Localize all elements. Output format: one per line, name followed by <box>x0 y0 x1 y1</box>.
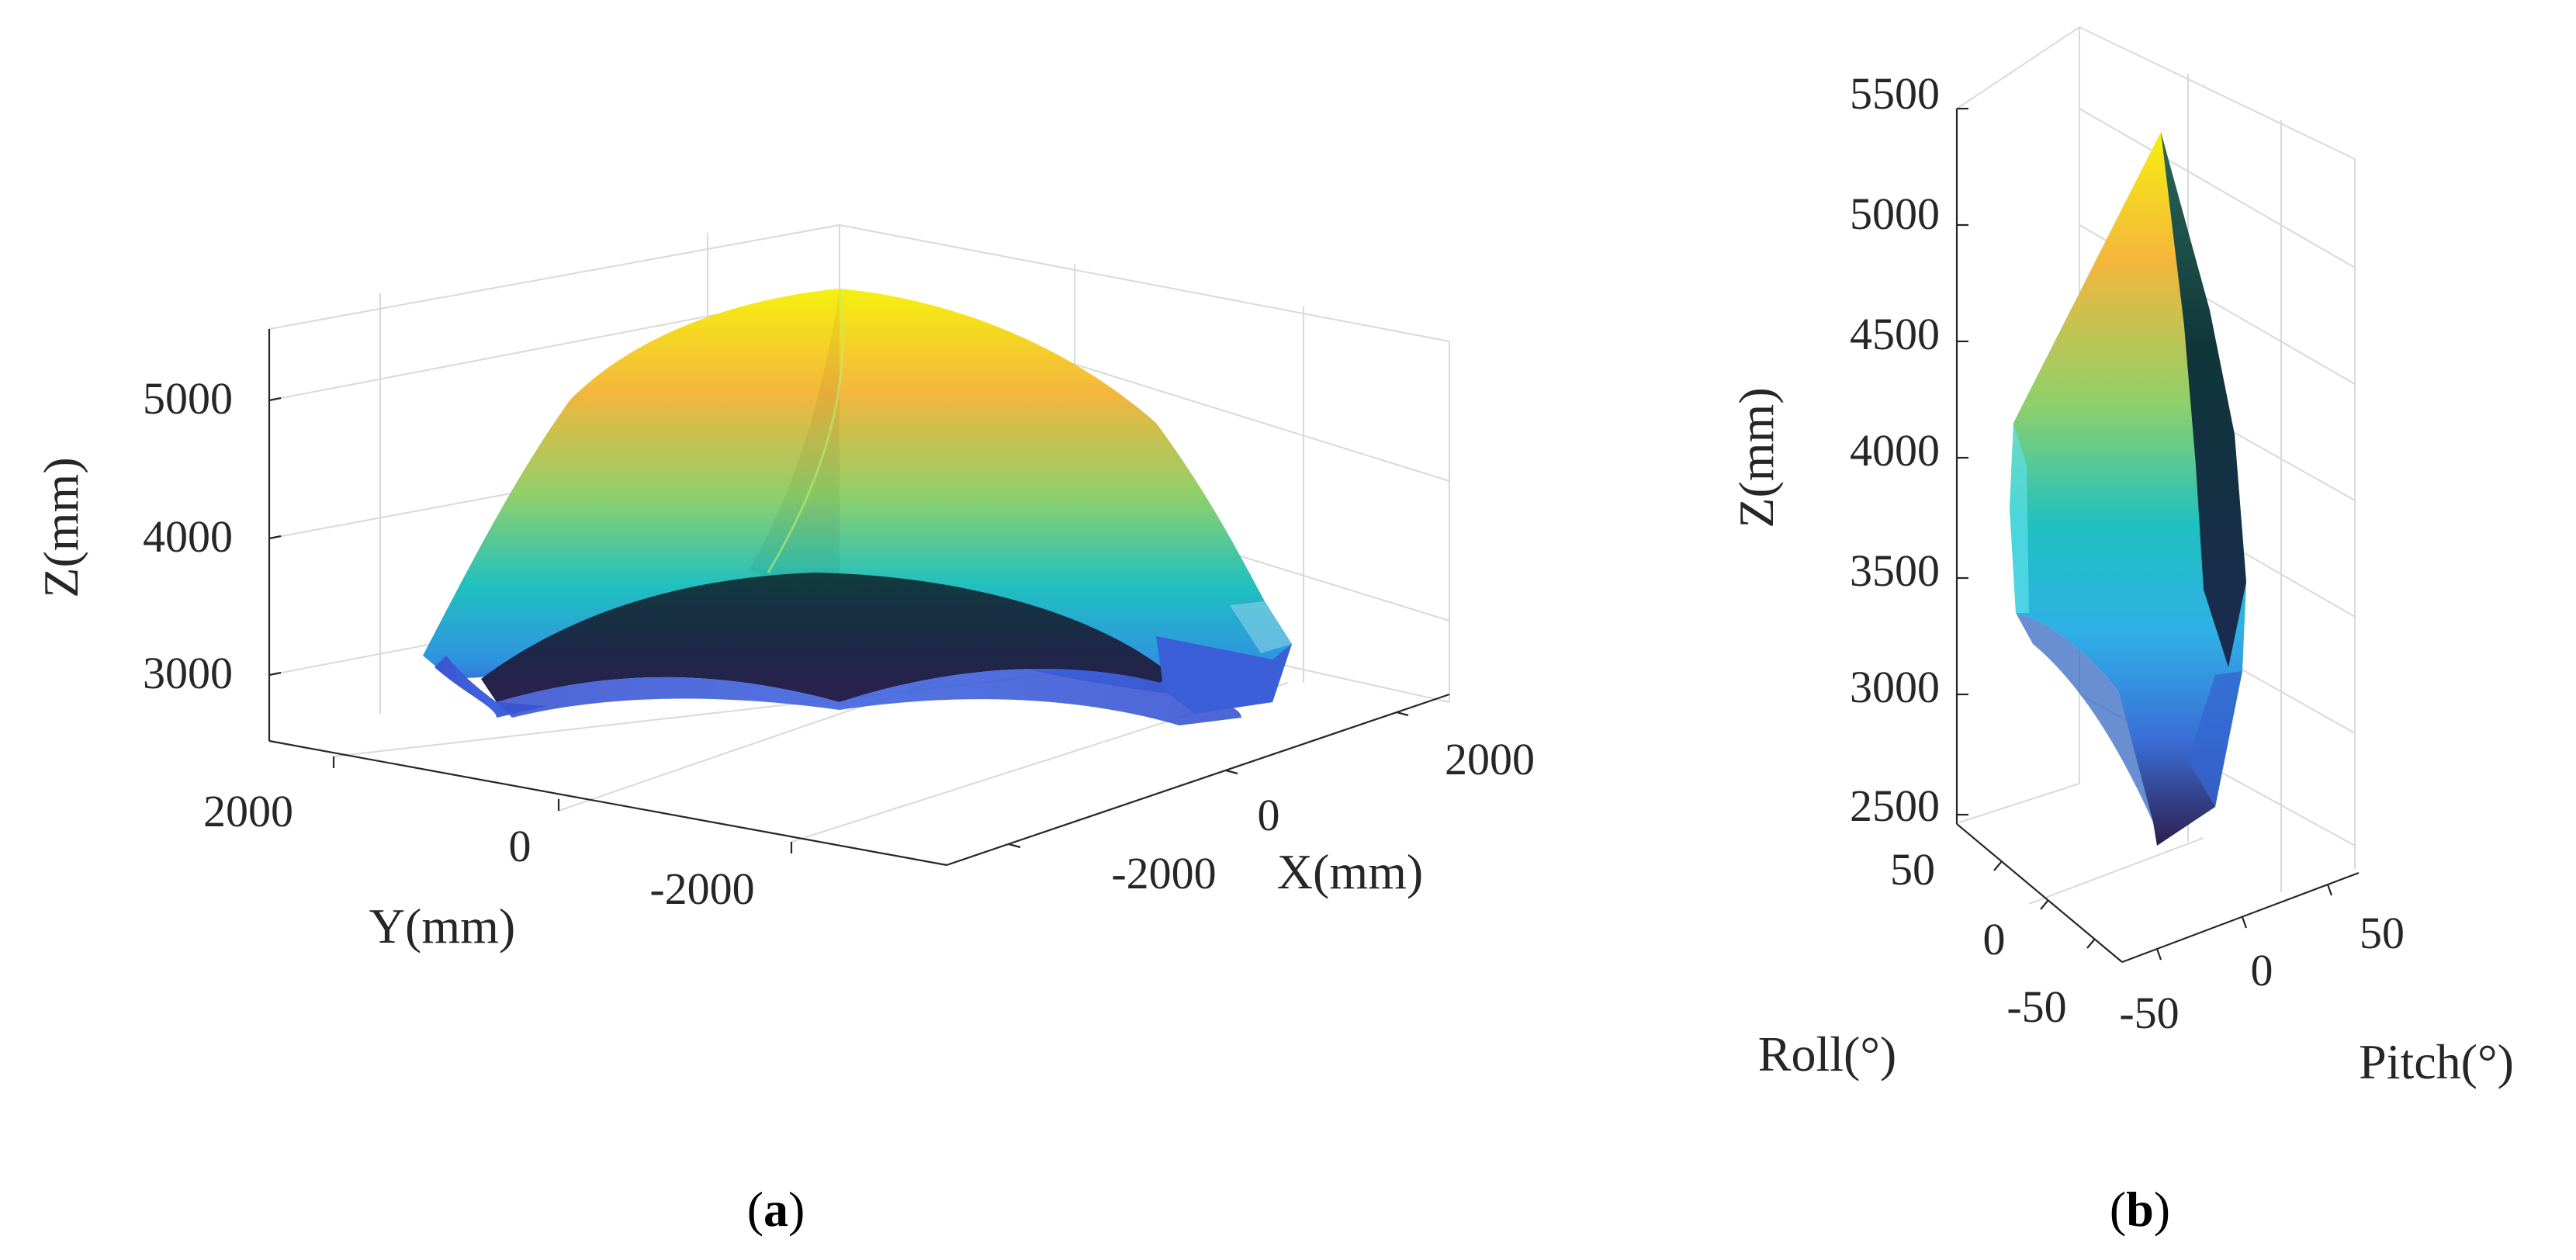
panel-a-x-tick-label: -2000 <box>1111 848 1216 898</box>
panel-a-x-axis-label: X(mm) <box>1277 844 1423 899</box>
panel-b-z-tick-label: 4000 <box>1850 425 1940 476</box>
panel-a-caption: (a) <box>747 1182 805 1237</box>
panel-a-y-tick-label: 2000 <box>203 786 293 836</box>
panel-b-z-tick-label: 3000 <box>1850 662 1940 712</box>
panel-a-y-tick-label: -2000 <box>649 864 754 914</box>
panel-b-caption: (b) <box>2110 1182 2170 1237</box>
panel-a-z-tick-label: 5000 <box>143 373 233 424</box>
panel-b: 5500 5000 4500 4000 3500 3000 2500 Z(mm)… <box>1729 26 2514 1237</box>
panel-a: 5000 4000 3000 Z(mm) 2000 0 -2000 Y(mm) … <box>33 224 1535 1237</box>
panel-a-x-tick-label: 0 <box>1258 790 1280 840</box>
panel-b-roll-axis-label: Roll(°) <box>1758 1026 1896 1082</box>
panel-b-pitch-tick-label: -50 <box>2119 988 2179 1038</box>
panel-a-z-tick-label: 3000 <box>143 648 233 698</box>
panel-b-axes <box>1955 107 2360 964</box>
panel-b-z-tick-label: 3500 <box>1850 545 1940 596</box>
panel-a-z-tick-label: 4000 <box>143 511 233 562</box>
panel-a-surface <box>423 288 1292 725</box>
panel-b-z-tick-label: 4500 <box>1850 309 1940 359</box>
panel-b-roll-tick-label: 0 <box>1983 914 2006 964</box>
panel-b-z-tick-label: 2500 <box>1850 781 1940 831</box>
panel-b-roll-tick-label: 50 <box>1890 844 1935 895</box>
panel-b-pitch-tick-label: 50 <box>2360 908 2405 958</box>
panel-b-z-tick-label: 5000 <box>1850 189 1940 239</box>
panel-b-pitch-tick-label: 0 <box>2251 945 2273 995</box>
panel-b-z-axis-label: Z(mm) <box>1729 387 1784 528</box>
panel-b-surface <box>2010 132 2246 846</box>
panel-a-z-axis-label: Z(mm) <box>33 457 88 597</box>
panel-a-x-tick-label: 2000 <box>1445 734 1535 784</box>
panel-a-y-axis-label: Y(mm) <box>369 898 515 954</box>
panel-b-roll-tick-label: -50 <box>2006 981 2066 1032</box>
panel-a-y-tick-label: 0 <box>509 821 531 871</box>
panel-b-pitch-axis-label: Pitch(°) <box>2359 1034 2514 1089</box>
panel-b-z-tick-label: 5500 <box>1850 68 1940 119</box>
panel-a-axes <box>268 329 1450 867</box>
